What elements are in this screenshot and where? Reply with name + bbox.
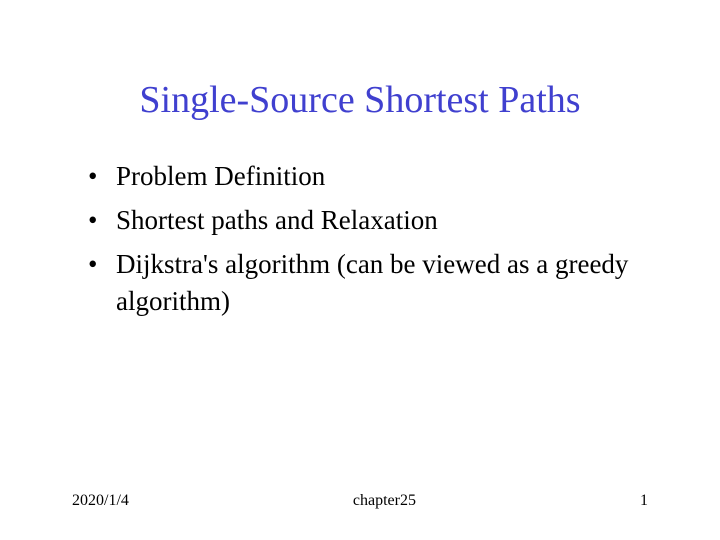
bullet-item: Dijkstra's algorithm (can be viewed as a… bbox=[88, 246, 650, 322]
bullet-item: Problem Definition bbox=[88, 158, 650, 196]
slide-footer: 2020/1/4 chapter25 1 bbox=[0, 492, 720, 510]
footer-date: 2020/1/4 bbox=[72, 492, 129, 510]
slide-container: Single-Source Shortest Paths Problem Def… bbox=[0, 0, 720, 540]
footer-chapter: chapter25 bbox=[353, 492, 416, 510]
bullet-list: Problem Definition Shortest paths and Re… bbox=[0, 158, 720, 321]
bullet-item: Shortest paths and Relaxation bbox=[88, 202, 650, 240]
footer-page: 1 bbox=[640, 492, 648, 510]
slide-title: Single-Source Shortest Paths bbox=[0, 0, 720, 158]
